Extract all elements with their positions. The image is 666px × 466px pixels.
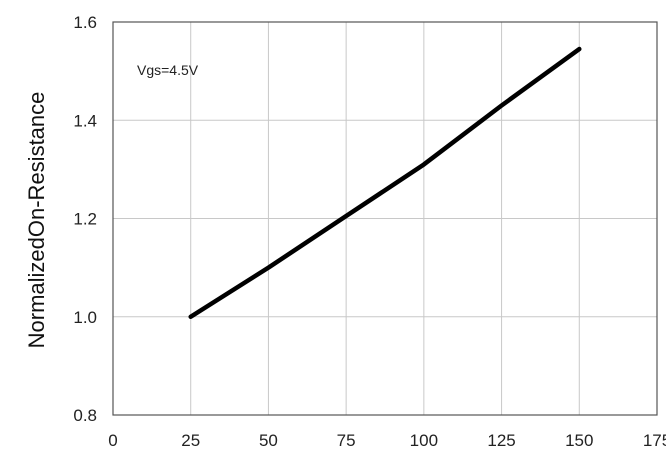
- x-tick-label: 150: [565, 431, 593, 450]
- y-axis-ticks: 0.8 1.0 1.2 1.4 1.6: [73, 13, 97, 425]
- x-tick-label: 100: [410, 431, 438, 450]
- y-tick-label: 1.6: [73, 13, 97, 32]
- grid: [112, 21, 658, 416]
- y-axis-label: NormalizedOn-Resistance: [24, 92, 49, 349]
- condition-annotation: Vgs=4.5V: [137, 62, 199, 78]
- x-tick-label: 175: [643, 431, 666, 450]
- x-tick-label: 0: [108, 431, 117, 450]
- x-tick-label: 25: [181, 431, 200, 450]
- y-tick-label: 1.0: [73, 308, 97, 327]
- y-tick-label: 0.8: [73, 406, 97, 425]
- series-line: [188, 46, 582, 319]
- x-axis-ticks: 0 25 50 75 100 125 150 175: [108, 431, 666, 450]
- plot-frame: [112, 21, 658, 416]
- x-tick-label: 125: [487, 431, 515, 450]
- x-tick-label: 75: [337, 431, 356, 450]
- series-layer: [188, 46, 582, 319]
- y-tick-label: 1.2: [73, 210, 97, 229]
- y-tick-label: 1.4: [73, 111, 97, 130]
- x-tick-label: 50: [259, 431, 278, 450]
